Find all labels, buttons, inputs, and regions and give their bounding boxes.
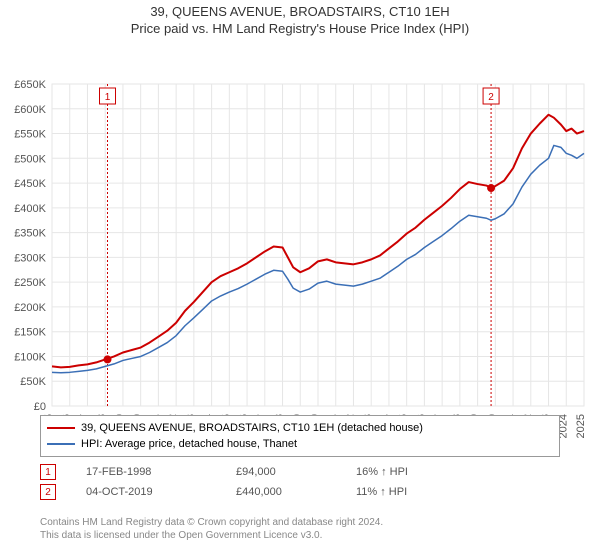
y-tick-label: £600K	[14, 104, 46, 116]
transaction-marker-label: 2	[488, 92, 494, 103]
y-tick-label: £50K	[20, 376, 46, 388]
legend-row: HPI: Average price, detached house, Than…	[47, 436, 553, 452]
y-tick-label: £650K	[14, 79, 46, 91]
transaction-marker-label: 1	[105, 92, 111, 103]
transaction-vs-hpi: 16% ↑ HPI	[356, 466, 408, 478]
price-chart: £0 £50K £100K £150K £200K £250K £300K £350K £400…	[0, 36, 600, 441]
y-tick-label: £0	[34, 401, 46, 413]
chart-title: 39, QUEENS AVENUE, BROADSTAIRS, CT10 1EH	[0, 4, 600, 19]
y-tick-label: £500K	[14, 153, 46, 165]
attribution: Contains HM Land Registry data © Crown c…	[40, 516, 560, 542]
y-tick-label: £150K	[14, 327, 46, 339]
y-tick-label: £200K	[14, 302, 46, 314]
transaction-price: £440,000	[236, 486, 326, 498]
transaction-price: £94,000	[236, 466, 326, 478]
legend-row: 39, QUEENS AVENUE, BROADSTAIRS, CT10 1EH…	[47, 420, 553, 436]
transaction-vs-hpi: 11% ↑ HPI	[356, 486, 407, 498]
y-tick-label: £400K	[14, 203, 46, 215]
transaction-row: 2 04-OCT-2019 £440,000 11% ↑ HPI	[40, 482, 560, 502]
transaction-index-box: 1	[40, 464, 56, 480]
legend-label: HPI: Average price, detached house, Than…	[81, 438, 297, 450]
transaction-row: 1 17-FEB-1998 £94,000 16% ↑ HPI	[40, 462, 560, 482]
attribution-line1: Contains HM Land Registry data © Crown c…	[40, 516, 560, 529]
y-tick-label: £450K	[14, 178, 46, 190]
legend-swatch	[47, 427, 75, 429]
attribution-line2: This data is licensed under the Open Gov…	[40, 529, 560, 542]
y-tick-label: £550K	[14, 129, 46, 141]
legend-swatch	[47, 443, 75, 445]
transaction-index-box: 2	[40, 484, 56, 500]
y-tick-label: £250K	[14, 277, 46, 289]
y-tick-label: £100K	[14, 351, 46, 363]
legend: 39, QUEENS AVENUE, BROADSTAIRS, CT10 1EH…	[40, 415, 560, 457]
chart-subtitle: Price paid vs. HM Land Registry's House …	[0, 21, 600, 36]
legend-label: 39, QUEENS AVENUE, BROADSTAIRS, CT10 1EH…	[81, 422, 423, 434]
x-tick-label: 2025	[575, 414, 587, 438]
transaction-date: 17-FEB-1998	[86, 466, 206, 478]
transaction-date: 04-OCT-2019	[86, 486, 206, 498]
transactions-table: 1 17-FEB-1998 £94,000 16% ↑ HPI 2 04-OCT-2019…	[40, 462, 560, 502]
y-tick-label: £300K	[14, 252, 46, 264]
y-tick-label: £350K	[14, 228, 46, 240]
